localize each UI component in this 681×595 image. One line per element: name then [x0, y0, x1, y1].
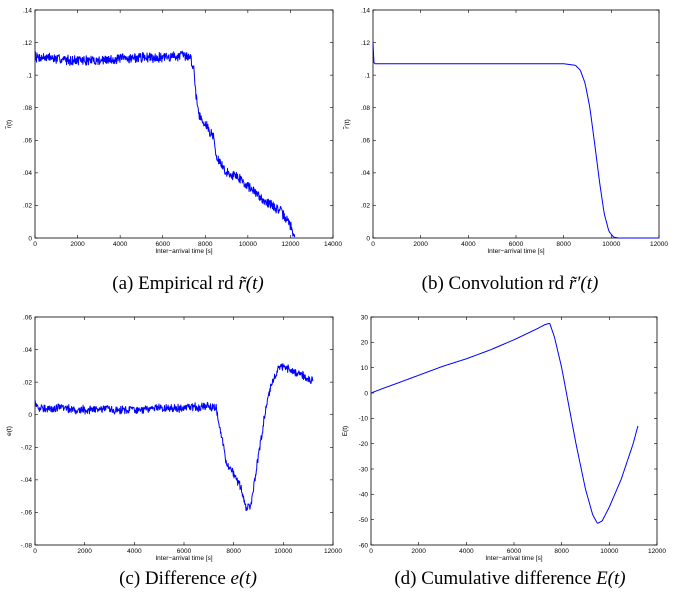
- x-tick-label: 10000: [239, 241, 257, 248]
- axes-box: [34, 9, 334, 239]
- y-tick-label: -40: [359, 492, 369, 499]
- y-tick-label: -20: [359, 441, 369, 448]
- axes-box: [372, 9, 660, 239]
- y-tick-label: 30: [361, 314, 369, 321]
- y-tick-label: .1: [365, 72, 371, 79]
- y-tick-label: .04: [23, 347, 32, 354]
- y-axis-label: E(t): [342, 426, 349, 436]
- y-tick-label: .12: [23, 40, 32, 47]
- x-tick-label: 6000: [155, 241, 170, 248]
- y-tick-label: .02: [361, 203, 370, 210]
- x-tick-label: 12000: [650, 241, 668, 248]
- y-tick-label: 10: [361, 365, 369, 372]
- y-tick-label: -.08: [21, 542, 33, 549]
- caption-a: (a) Empirical rd r̃(t): [112, 273, 263, 294]
- y-tick-label: 20: [361, 340, 369, 347]
- x-tick-label: 6000: [507, 548, 522, 555]
- x-tick-label: 0: [33, 241, 37, 248]
- x-tick-label: 10000: [274, 548, 292, 555]
- y-tick-label: -.06: [21, 510, 33, 517]
- y-tick-label: .06: [23, 138, 32, 145]
- x-tick-label: 2000: [70, 241, 85, 248]
- x-tick-label: 8000: [556, 241, 571, 248]
- y-tick-label: .06: [361, 138, 370, 145]
- y-tick-label: 0: [364, 390, 368, 397]
- panel-c-difference: 0 2000 4000 6000 8000 10000 12000 -.08 -.06 -.04 -…: [6, 314, 342, 562]
- y-tick-label: .14: [23, 7, 32, 14]
- y-tick-label: .14: [361, 7, 370, 14]
- x-tick-label: 8000: [554, 548, 569, 555]
- series-line: [34, 363, 314, 511]
- y-axis-label: r̃′(t): [343, 119, 351, 130]
- x-axis-label: Inter−arrival time [s]: [487, 248, 544, 255]
- series-line: [370, 323, 639, 524]
- y-tick-label: .04: [361, 170, 370, 177]
- y-tick-label: .02: [23, 379, 32, 386]
- x-axis-label: Inter−arrival time [s]: [485, 555, 542, 562]
- x-tick-label: 0: [369, 548, 373, 555]
- y-tick-label: -.04: [21, 477, 33, 484]
- y-tick-label: -.02: [21, 445, 33, 452]
- x-tick-label: 6000: [509, 241, 524, 248]
- y-tick-label: -50: [359, 517, 369, 524]
- y-tick-label: 0: [366, 235, 370, 242]
- y-tick-label: .08: [361, 105, 370, 112]
- y-tick-label: -10: [359, 416, 369, 423]
- y-tick-label: .02: [23, 203, 32, 210]
- x-tick-label: 4000: [113, 241, 128, 248]
- y-tick-label: .12: [361, 40, 370, 47]
- series-line: [34, 50, 296, 238]
- y-tick-label: 0: [28, 412, 32, 419]
- y-tick-label: 0: [28, 235, 32, 242]
- x-tick-label: 4000: [459, 548, 474, 555]
- x-tick-label: 10000: [602, 241, 620, 248]
- x-tick-label: 6000: [177, 548, 192, 555]
- x-tick-label: 4000: [127, 548, 142, 555]
- panel-a-empirical-rd: 0 2000 4000 6000 8000 10000 12000 14000 0 .02 .04.…: [5, 7, 343, 255]
- y-axis-label: r̃(t): [5, 120, 13, 130]
- y-tick-label: .04: [23, 170, 32, 177]
- x-tick-label: 2000: [77, 548, 92, 555]
- x-tick-label: 14000: [324, 241, 342, 248]
- caption-d: (d) Cumulative difference E(t): [394, 568, 625, 589]
- y-tick-label: .08: [23, 105, 32, 112]
- x-tick-label: 12000: [324, 548, 342, 555]
- x-tick-label: 0: [371, 241, 375, 248]
- caption-c: (c) Difference e(t): [119, 568, 257, 589]
- series-line: [372, 42, 659, 239]
- x-tick-label: 10000: [600, 548, 618, 555]
- panel-b-convolution-rd: 0 2000 4000 6000 8000 10000 12000 0 .02 .04 .06 .08…: [343, 7, 669, 255]
- x-tick-label: 8000: [198, 241, 213, 248]
- x-tick-label: 12000: [648, 548, 666, 555]
- x-tick-label: 0: [33, 548, 37, 555]
- y-tick-label: .1: [27, 72, 33, 79]
- x-axis-label: Inter−arrival time [s]: [155, 555, 212, 562]
- y-tick-label: -30: [359, 466, 369, 473]
- x-tick-label: 2000: [413, 241, 428, 248]
- x-tick-label: 2000: [411, 548, 426, 555]
- panel-d-cumulative-difference: 0 2000 4000 6000 8000 10000 12000 -60 -50 -40 -30 -…: [342, 314, 666, 562]
- x-tick-label: 4000: [461, 241, 476, 248]
- axes-box: [34, 316, 334, 546]
- x-tick-label: 8000: [226, 548, 241, 555]
- x-axis-label: Inter−arrival time [s]: [155, 248, 212, 255]
- y-tick-label: -60: [359, 542, 369, 549]
- y-tick-label: .06: [23, 314, 32, 321]
- caption-b: (b) Convolution rd r̃′(t): [422, 273, 599, 294]
- y-axis-label: e(t): [6, 426, 13, 436]
- x-tick-label: 12000: [281, 241, 299, 248]
- axes-box: [370, 316, 658, 546]
